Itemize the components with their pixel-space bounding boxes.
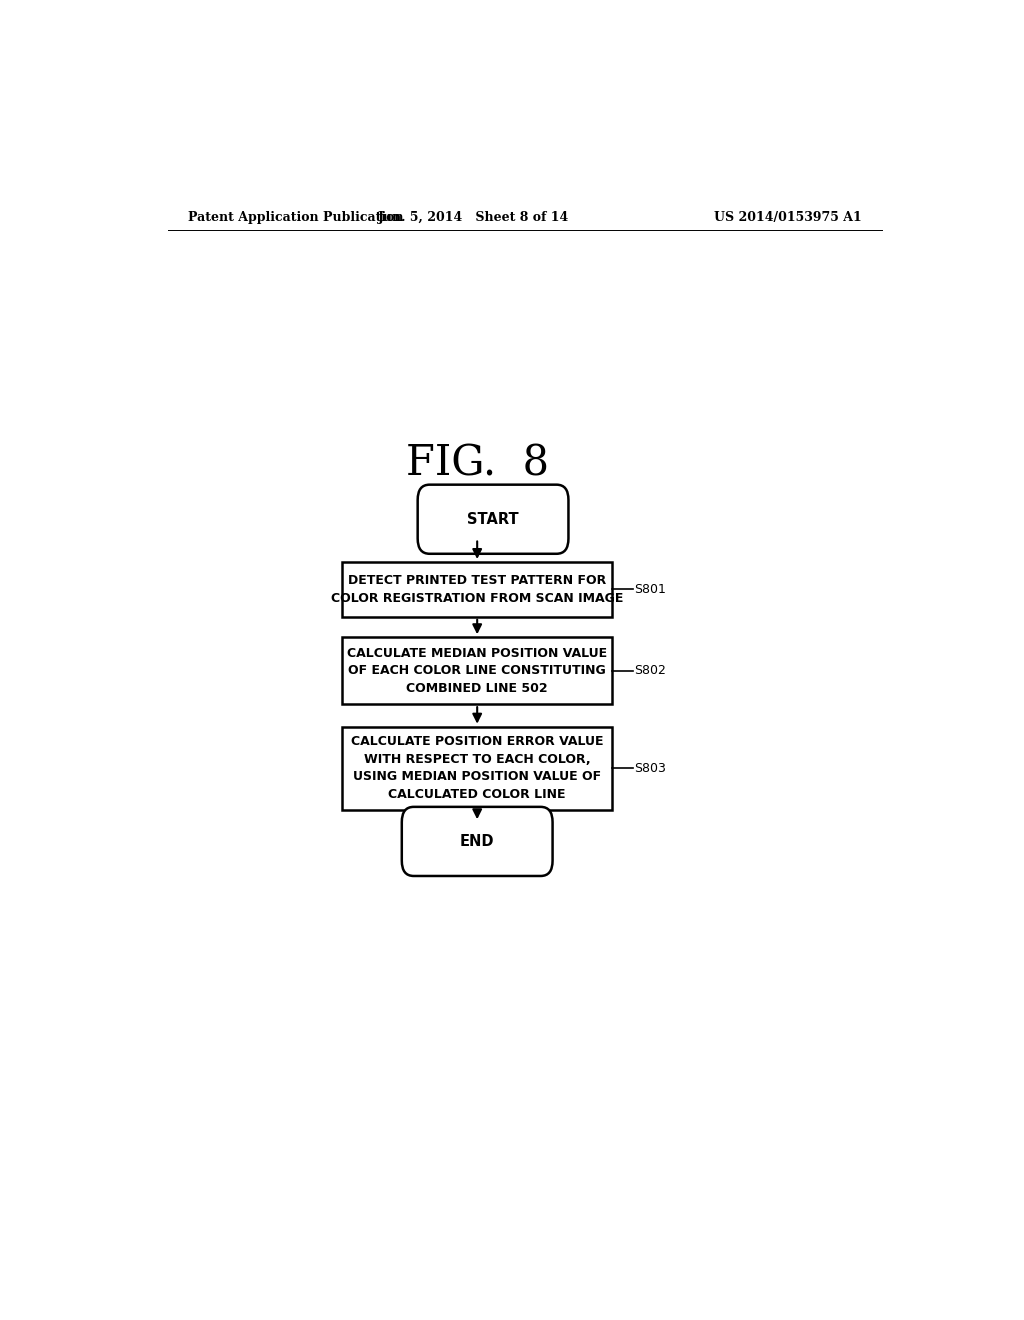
Text: END: END <box>460 834 495 849</box>
FancyBboxPatch shape <box>342 638 612 704</box>
FancyBboxPatch shape <box>342 562 612 616</box>
FancyBboxPatch shape <box>401 807 553 876</box>
Text: US 2014/0153975 A1: US 2014/0153975 A1 <box>715 211 862 224</box>
Text: START: START <box>467 512 519 527</box>
Text: CALCULATE POSITION ERROR VALUE
WITH RESPECT TO EACH COLOR,
USING MEDIAN POSITION: CALCULATE POSITION ERROR VALUE WITH RESP… <box>351 735 603 801</box>
FancyBboxPatch shape <box>418 484 568 554</box>
Text: S801: S801 <box>634 583 667 595</box>
Text: S803: S803 <box>634 762 667 775</box>
Text: S802: S802 <box>634 664 667 677</box>
Text: CALCULATE MEDIAN POSITION VALUE
OF EACH COLOR LINE CONSTITUTING
COMBINED LINE 50: CALCULATE MEDIAN POSITION VALUE OF EACH … <box>347 647 607 694</box>
FancyBboxPatch shape <box>342 726 612 810</box>
Text: DETECT PRINTED TEST PATTERN FOR
COLOR REGISTRATION FROM SCAN IMAGE: DETECT PRINTED TEST PATTERN FOR COLOR RE… <box>331 574 624 605</box>
Text: FIG.  8: FIG. 8 <box>406 442 549 484</box>
Text: Jun. 5, 2014   Sheet 8 of 14: Jun. 5, 2014 Sheet 8 of 14 <box>378 211 569 224</box>
Text: Patent Application Publication: Patent Application Publication <box>187 211 403 224</box>
